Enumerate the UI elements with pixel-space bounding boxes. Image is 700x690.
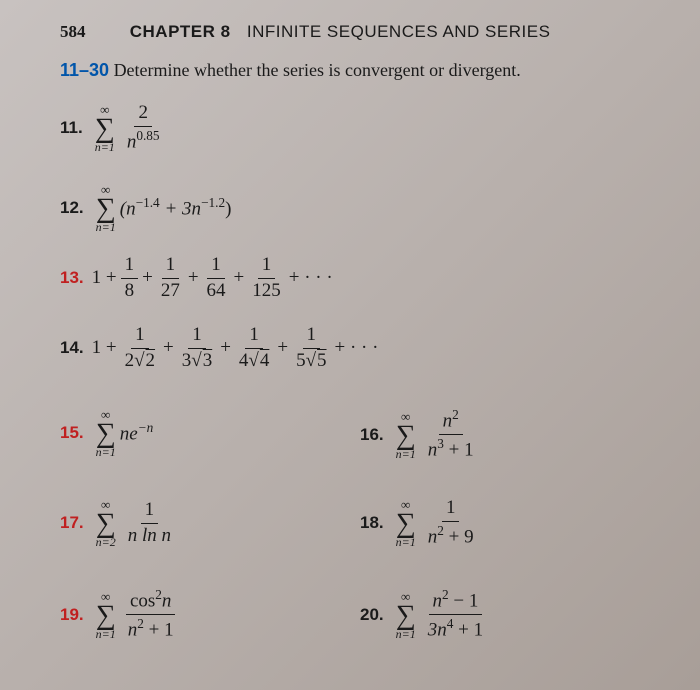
sigma-icon: ∞ ∑ n=1 (96, 183, 116, 233)
sigma-icon: ∞ ∑ n=1 (96, 590, 116, 640)
sigma-icon: ∞ ∑ n=2 (96, 498, 116, 548)
problem-number: 15. (60, 423, 84, 443)
problem-number: 12. (60, 198, 84, 218)
instructions-line: 11–30 Determine whether the series is co… (60, 60, 650, 81)
chapter-label: CHAPTER 8 (130, 22, 231, 41)
problem-number: 20. (360, 605, 384, 625)
problem-16: 16. ∞ ∑ n=1 n2 n3 + 1 (360, 408, 482, 461)
instructions-text: Determine whether the series is converge… (114, 60, 521, 80)
problem-13: 13. 1 + 18 + 127 + 164 + 1125 + · · · (60, 255, 333, 302)
problem-15: 15. ∞ ∑ n=1 ne−n (60, 408, 153, 458)
problem-number: 13. (60, 268, 84, 288)
problem-number: 17. (60, 513, 84, 533)
problem-20: 20. ∞ ∑ n=1 n2 − 1 3n4 + 1 (360, 588, 491, 641)
sigma-icon: ∞ ∑ n=1 (396, 590, 416, 640)
problem-14: 14. 1 + 12√2 + 13√3 + 14√4 + 15√5 + · · … (60, 325, 378, 372)
problem-number: 11. (60, 118, 83, 138)
fraction: 1 n2 + 9 (424, 498, 478, 548)
expression: ne−n (120, 420, 154, 445)
textbook-page: 584 CHAPTER 8 INFINITE SEQUENCES AND SER… (0, 0, 700, 123)
fraction: 2 n0.85 (123, 103, 164, 153)
page-header: 584 CHAPTER 8 INFINITE SEQUENCES AND SER… (60, 22, 650, 42)
problem-number: 18. (360, 513, 384, 533)
problem-12: 12. ∞ ∑ n=1 (n−1.4 + 3n−1.2) (60, 183, 231, 233)
problem-number: 16. (360, 425, 384, 445)
fraction: n2 − 1 3n4 + 1 (424, 588, 487, 641)
problem-number: 14. (60, 338, 84, 358)
problem-17: 17. ∞ ∑ n=2 1 n ln n (60, 498, 179, 548)
problem-11: 11. ∞ ∑ n=1 2 n0.85 (60, 103, 168, 153)
problem-18: 18. ∞ ∑ n=1 1 n2 + 9 (360, 498, 482, 548)
sigma-icon: ∞ ∑ n=1 (396, 498, 416, 548)
expression: (n−1.4 + 3n−1.2) (120, 195, 232, 220)
problem-number: 19. (60, 605, 84, 625)
sigma-icon: ∞ ∑ n=1 (95, 103, 115, 153)
fraction: 1 n ln n (124, 500, 175, 547)
sigma-icon: ∞ ∑ n=1 (96, 408, 116, 458)
fraction: cos2n n2 + 1 (124, 588, 178, 641)
fraction: n2 n3 + 1 (424, 408, 478, 461)
chapter-title: INFINITE SEQUENCES AND SERIES (247, 22, 551, 41)
page-number: 584 (60, 22, 86, 41)
sigma-icon: ∞ ∑ n=1 (396, 410, 416, 460)
problem-19: 19. ∞ ∑ n=1 cos2n n2 + 1 (60, 588, 182, 641)
problem-range: 11–30 (60, 60, 109, 80)
